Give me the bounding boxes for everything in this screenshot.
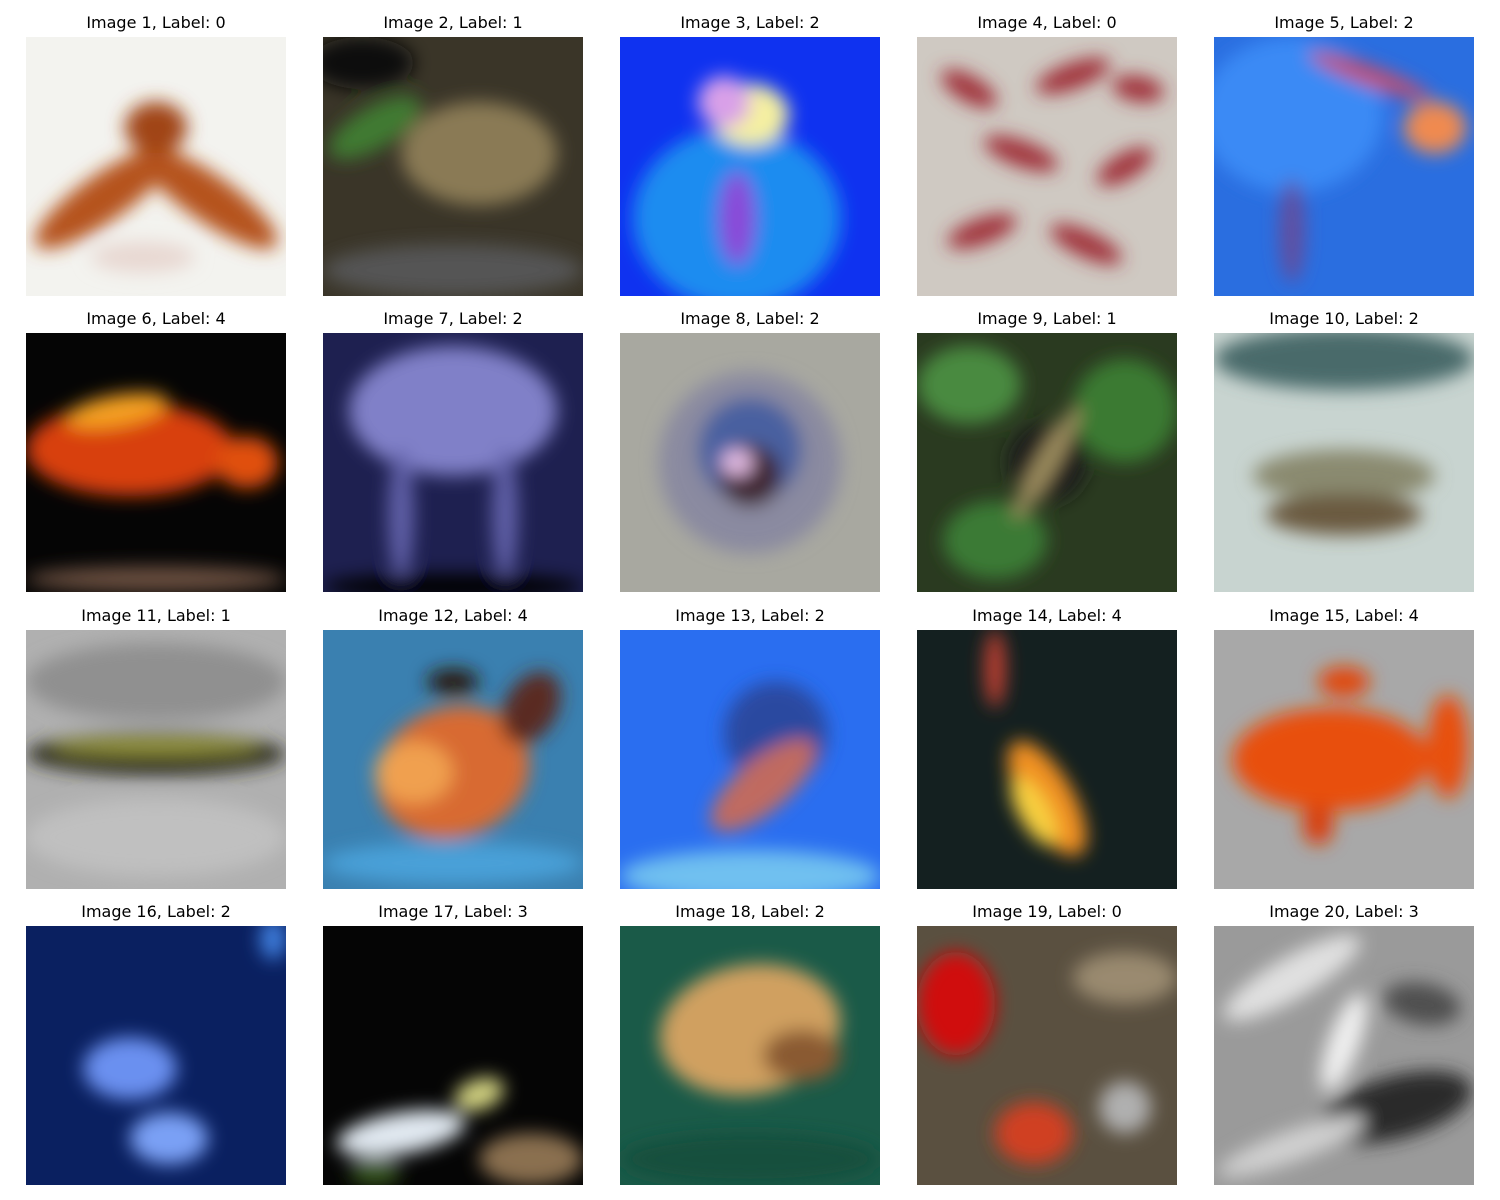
image — [1214, 630, 1474, 889]
image-cell: Image 9, Label: 1 — [917, 309, 1177, 592]
image-cell: Image 19, Label: 0 — [917, 902, 1177, 1185]
image — [1214, 333, 1474, 592]
image-cell: Image 16, Label: 2 — [26, 902, 286, 1185]
image-title: Image 13, Label: 2 — [675, 606, 825, 625]
image-title: Image 15, Label: 4 — [1269, 606, 1419, 625]
image-cell: Image 3, Label: 2 — [620, 13, 880, 296]
image — [1214, 926, 1474, 1185]
image-title: Image 11, Label: 1 — [81, 606, 231, 625]
image-title: Image 17, Label: 3 — [378, 902, 528, 921]
image-title: Image 1, Label: 0 — [86, 13, 225, 32]
image — [323, 333, 583, 592]
image — [26, 630, 286, 889]
image — [1214, 37, 1474, 296]
image — [620, 630, 880, 889]
image — [26, 37, 286, 296]
image — [26, 926, 286, 1185]
image — [323, 37, 583, 296]
image-title: Image 2, Label: 1 — [383, 13, 522, 32]
image — [620, 926, 880, 1185]
image-cell: Image 17, Label: 3 — [323, 902, 583, 1185]
image-title: Image 20, Label: 3 — [1269, 902, 1419, 921]
image-cell: Image 8, Label: 2 — [620, 309, 880, 592]
image — [620, 333, 880, 592]
image-cell: Image 18, Label: 2 — [620, 902, 880, 1185]
image-cell: Image 15, Label: 4 — [1214, 606, 1474, 889]
image-cell: Image 12, Label: 4 — [323, 606, 583, 889]
image-title: Image 14, Label: 4 — [972, 606, 1122, 625]
image-title: Image 3, Label: 2 — [680, 13, 819, 32]
image-title: Image 12, Label: 4 — [378, 606, 528, 625]
image — [917, 37, 1177, 296]
image-title: Image 18, Label: 2 — [675, 902, 825, 921]
image-cell: Image 14, Label: 4 — [917, 606, 1177, 889]
image-cell: Image 1, Label: 0 — [26, 13, 286, 296]
image-cell: Image 11, Label: 1 — [26, 606, 286, 889]
image — [26, 333, 286, 592]
image-cell: Image 13, Label: 2 — [620, 606, 880, 889]
image-cell: Image 4, Label: 0 — [917, 13, 1177, 296]
image-cell: Image 2, Label: 1 — [323, 13, 583, 296]
image-title: Image 10, Label: 2 — [1269, 309, 1419, 328]
image-title: Image 16, Label: 2 — [81, 902, 231, 921]
image-cell: Image 10, Label: 2 — [1214, 309, 1474, 592]
image — [620, 37, 880, 296]
image-cell: Image 7, Label: 2 — [323, 309, 583, 592]
image-cell: Image 20, Label: 3 — [1214, 902, 1474, 1185]
image — [917, 333, 1177, 592]
image-cell: Image 5, Label: 2 — [1214, 13, 1474, 296]
image-title: Image 19, Label: 0 — [972, 902, 1122, 921]
image-cell: Image 6, Label: 4 — [26, 309, 286, 592]
image — [917, 630, 1177, 889]
image-title: Image 4, Label: 0 — [977, 13, 1116, 32]
image — [323, 926, 583, 1185]
image-title: Image 7, Label: 2 — [383, 309, 522, 328]
image — [323, 630, 583, 889]
image-title: Image 6, Label: 4 — [86, 309, 225, 328]
image-title: Image 9, Label: 1 — [977, 309, 1116, 328]
image-title: Image 8, Label: 2 — [680, 309, 819, 328]
image-title: Image 5, Label: 2 — [1274, 13, 1413, 32]
image — [917, 926, 1177, 1185]
